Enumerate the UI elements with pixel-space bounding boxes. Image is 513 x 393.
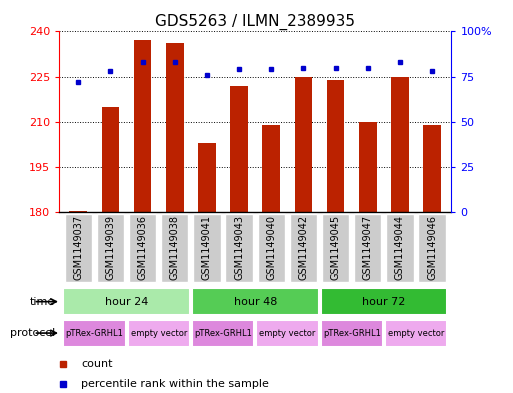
Text: hour 48: hour 48 bbox=[233, 297, 277, 307]
Text: time: time bbox=[30, 297, 55, 307]
Text: hour 72: hour 72 bbox=[362, 297, 406, 307]
FancyBboxPatch shape bbox=[63, 288, 190, 315]
Text: GSM1149044: GSM1149044 bbox=[395, 215, 405, 280]
Text: GSM1149040: GSM1149040 bbox=[266, 215, 277, 280]
Text: GSM1149039: GSM1149039 bbox=[106, 215, 115, 280]
FancyBboxPatch shape bbox=[354, 214, 382, 281]
Title: GDS5263 / ILMN_2389935: GDS5263 / ILMN_2389935 bbox=[155, 14, 355, 30]
Text: pTRex-GRHL1: pTRex-GRHL1 bbox=[323, 329, 381, 338]
Text: GSM1149038: GSM1149038 bbox=[170, 215, 180, 280]
FancyBboxPatch shape bbox=[65, 214, 92, 281]
FancyBboxPatch shape bbox=[258, 214, 285, 281]
FancyBboxPatch shape bbox=[192, 288, 319, 315]
Text: empty vector: empty vector bbox=[388, 329, 444, 338]
Text: GSM1149042: GSM1149042 bbox=[299, 215, 308, 280]
Text: GSM1149047: GSM1149047 bbox=[363, 215, 373, 280]
FancyBboxPatch shape bbox=[322, 214, 349, 281]
FancyBboxPatch shape bbox=[385, 320, 447, 347]
Text: hour 24: hour 24 bbox=[105, 297, 148, 307]
Text: count: count bbox=[81, 358, 112, 369]
FancyBboxPatch shape bbox=[97, 214, 124, 281]
Bar bbox=[327, 80, 345, 212]
FancyBboxPatch shape bbox=[419, 214, 446, 281]
Text: GSM1149037: GSM1149037 bbox=[73, 215, 83, 280]
Bar bbox=[134, 40, 151, 212]
FancyBboxPatch shape bbox=[290, 214, 317, 281]
FancyBboxPatch shape bbox=[321, 288, 447, 315]
FancyBboxPatch shape bbox=[192, 320, 254, 347]
FancyBboxPatch shape bbox=[225, 214, 253, 281]
Text: empty vector: empty vector bbox=[130, 329, 187, 338]
Bar bbox=[294, 77, 312, 212]
FancyBboxPatch shape bbox=[386, 214, 413, 281]
FancyBboxPatch shape bbox=[129, 214, 156, 281]
Text: GSM1149046: GSM1149046 bbox=[427, 215, 437, 280]
Bar bbox=[102, 107, 120, 212]
FancyBboxPatch shape bbox=[128, 320, 190, 347]
Bar bbox=[69, 211, 87, 212]
Bar bbox=[198, 143, 216, 212]
Bar bbox=[423, 125, 441, 212]
Text: protocol: protocol bbox=[10, 328, 55, 338]
FancyBboxPatch shape bbox=[193, 214, 221, 281]
Text: GSM1149041: GSM1149041 bbox=[202, 215, 212, 280]
Bar bbox=[359, 122, 377, 212]
FancyBboxPatch shape bbox=[63, 320, 126, 347]
Text: pTRex-GRHL1: pTRex-GRHL1 bbox=[66, 329, 123, 338]
Text: pTRex-GRHL1: pTRex-GRHL1 bbox=[194, 329, 252, 338]
Text: GSM1149036: GSM1149036 bbox=[137, 215, 148, 280]
Bar bbox=[230, 86, 248, 212]
FancyBboxPatch shape bbox=[161, 214, 188, 281]
Bar bbox=[391, 77, 409, 212]
Bar bbox=[166, 44, 184, 212]
FancyBboxPatch shape bbox=[256, 320, 319, 347]
Text: GSM1149043: GSM1149043 bbox=[234, 215, 244, 280]
Text: GSM1149045: GSM1149045 bbox=[331, 215, 341, 280]
Text: percentile rank within the sample: percentile rank within the sample bbox=[81, 379, 269, 389]
Bar bbox=[263, 125, 280, 212]
FancyBboxPatch shape bbox=[321, 320, 383, 347]
Text: empty vector: empty vector bbox=[259, 329, 315, 338]
